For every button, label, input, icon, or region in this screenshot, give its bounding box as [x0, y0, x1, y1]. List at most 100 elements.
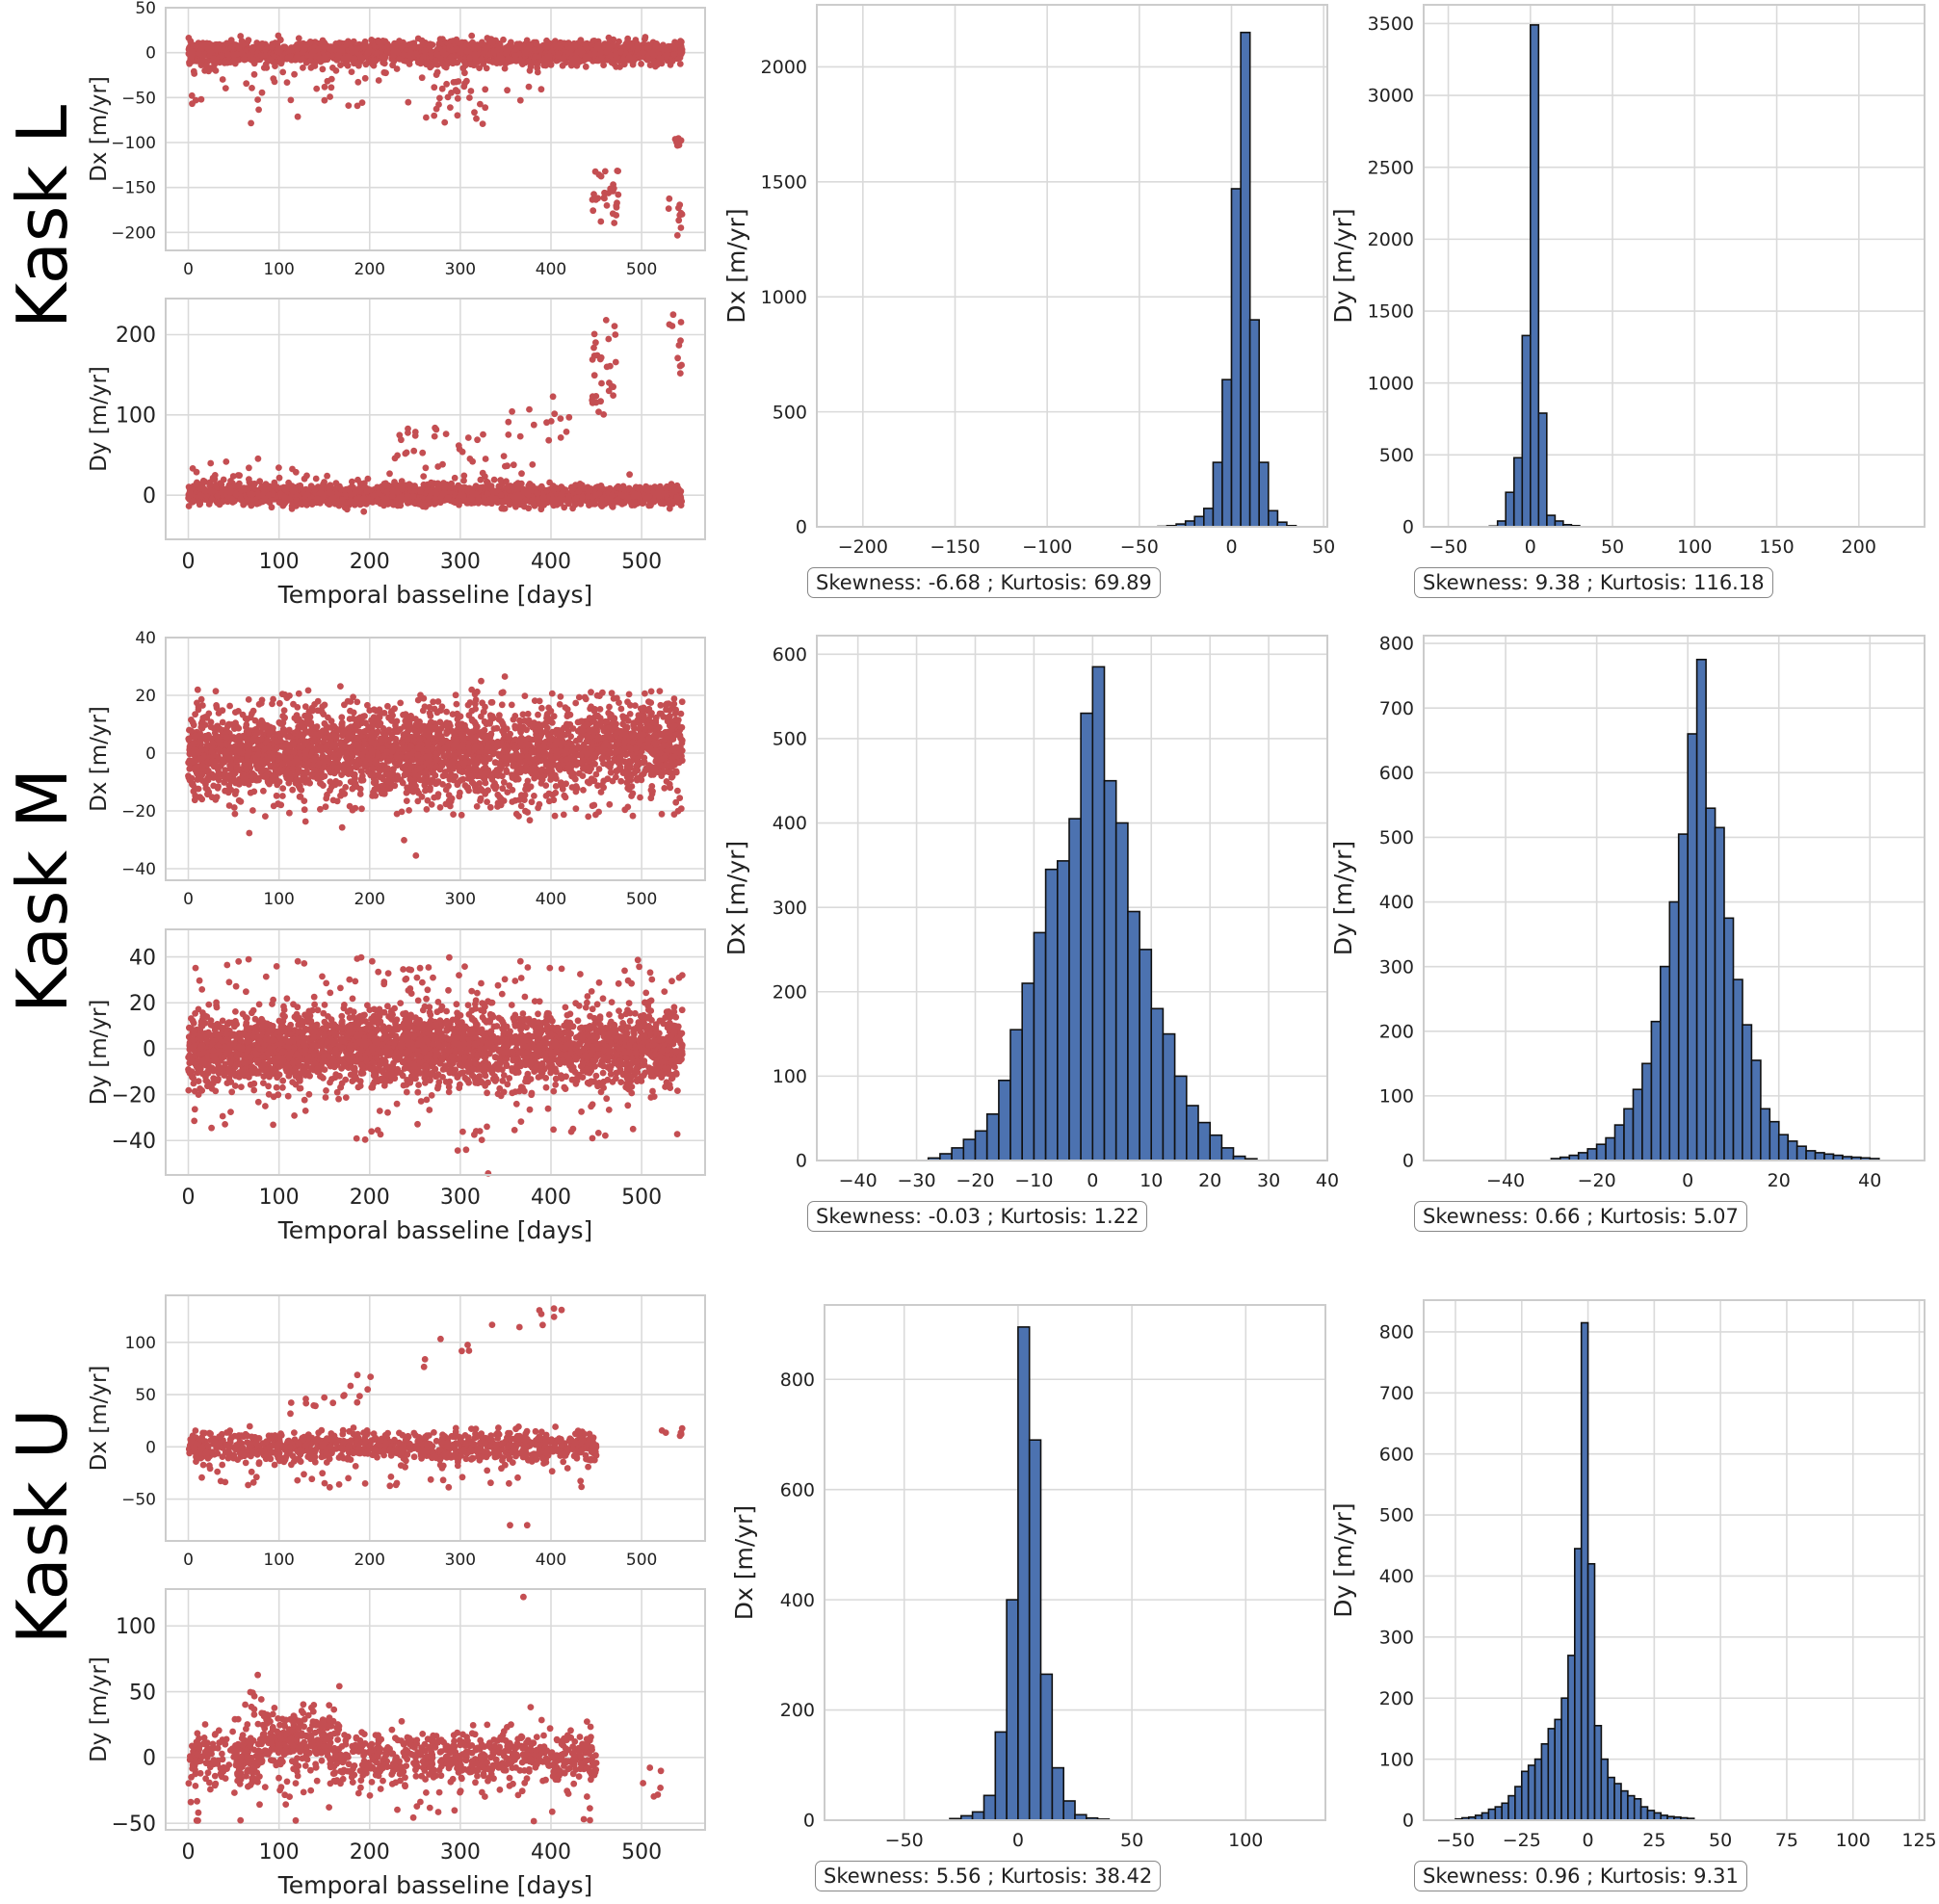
scatter-point — [190, 497, 197, 505]
scatter-point — [405, 98, 412, 106]
y-axis-label: Dx [m/yr] — [722, 208, 750, 323]
scatter-point — [579, 493, 586, 501]
scatter-point — [624, 38, 631, 45]
x-tick-label: 100 — [263, 890, 294, 909]
scatter-point — [590, 207, 597, 215]
scatter-point — [421, 46, 429, 54]
scatter-point — [674, 354, 681, 362]
scatter-point — [657, 483, 664, 490]
scatter-point — [418, 74, 426, 82]
scatter-point — [431, 432, 438, 440]
scatter-point — [237, 496, 245, 503]
scatter-point — [549, 496, 557, 503]
y-tick-label: 100 — [116, 404, 156, 429]
scatter-point — [301, 46, 308, 53]
scatter-point — [471, 109, 478, 117]
scatter-point — [525, 58, 533, 65]
scatter-point — [275, 474, 283, 482]
scatter-point — [347, 497, 354, 505]
scatter-point — [301, 491, 309, 499]
x-tick-label: 300 — [445, 260, 476, 279]
scatter-point — [603, 202, 611, 209]
scatter-point — [639, 49, 646, 56]
scatter-point — [380, 499, 387, 506]
y-axis-label: Dy [m/yr] — [87, 366, 112, 472]
scatter-point — [665, 205, 672, 213]
scatter-point — [645, 493, 653, 500]
scatter-point — [482, 456, 489, 462]
scatter-point — [264, 43, 272, 51]
x-tick-label: 50 — [1312, 536, 1335, 558]
histogram-bar — [1530, 24, 1540, 528]
scatter-point — [193, 468, 200, 476]
scatter-point — [190, 41, 197, 49]
scatter-point — [500, 36, 507, 43]
scatter-point — [595, 171, 603, 178]
x-tick-label: 50 — [1601, 536, 1624, 558]
scatter-point — [587, 486, 593, 494]
scatter-point — [468, 32, 476, 39]
scatter-point — [388, 492, 396, 500]
scatter-point — [530, 421, 537, 429]
scatter-point — [616, 48, 624, 56]
scatter-point — [319, 65, 327, 73]
scatter-point — [477, 100, 484, 108]
scatter-point — [389, 486, 397, 494]
scatter-point — [642, 36, 648, 42]
scatter-point — [625, 53, 633, 61]
x-tick-label: 500 — [621, 550, 662, 574]
scatter-point — [448, 90, 455, 96]
scatter-point — [420, 473, 428, 480]
scatter-point — [466, 456, 474, 462]
scatter-point — [514, 491, 522, 498]
scatter-point — [419, 449, 427, 456]
scatter-point — [532, 53, 539, 60]
y-tick-label: 2000 — [761, 57, 807, 78]
scatter-point — [537, 484, 545, 492]
scatter-point — [375, 489, 382, 497]
x-tick-label: 300 — [440, 550, 481, 574]
scatter-point — [673, 494, 681, 502]
scatter-point — [600, 195, 608, 201]
scatter-point — [479, 120, 486, 127]
scatter-point — [275, 464, 282, 471]
scatter-point — [454, 112, 461, 119]
scatter-point — [505, 55, 512, 63]
scatter-point — [391, 479, 398, 485]
scatter-point — [370, 62, 378, 69]
scatter-point — [211, 476, 219, 483]
scatter-point — [645, 502, 653, 509]
scatter-point — [411, 429, 419, 435]
scatter-point — [558, 490, 565, 498]
x-tick-label: 0 — [1525, 536, 1536, 558]
scatter-point — [308, 483, 316, 491]
x-tick-label: 200 — [1842, 536, 1876, 558]
scatter-point — [356, 480, 364, 487]
scatter-point — [616, 38, 622, 45]
row0-dx-scatter-points — [185, 32, 686, 239]
x-tick-label: 400 — [536, 890, 566, 909]
x-tick-label: −50 — [1120, 536, 1159, 558]
scatter-point — [289, 487, 297, 495]
scatter-point — [569, 485, 577, 492]
scatter-point — [380, 60, 388, 67]
scatter-point — [505, 418, 512, 426]
scatter-point — [432, 490, 439, 497]
scatter-point — [476, 65, 483, 71]
scatter-point — [450, 498, 457, 506]
scatter-point — [240, 56, 248, 64]
scatter-point — [590, 344, 597, 352]
scatter-point — [390, 58, 398, 65]
scatter-point — [260, 485, 267, 493]
histogram-bar — [1513, 456, 1524, 528]
scatter-point — [547, 61, 555, 67]
scatter-point — [605, 45, 612, 53]
scatter-point — [482, 86, 489, 93]
x-tick-label: 100 — [263, 260, 294, 279]
scatter-point — [490, 49, 497, 56]
scatter-point — [428, 479, 434, 486]
scatter-point — [556, 43, 563, 51]
scatter-point — [646, 62, 654, 68]
scatter-point — [500, 505, 508, 512]
